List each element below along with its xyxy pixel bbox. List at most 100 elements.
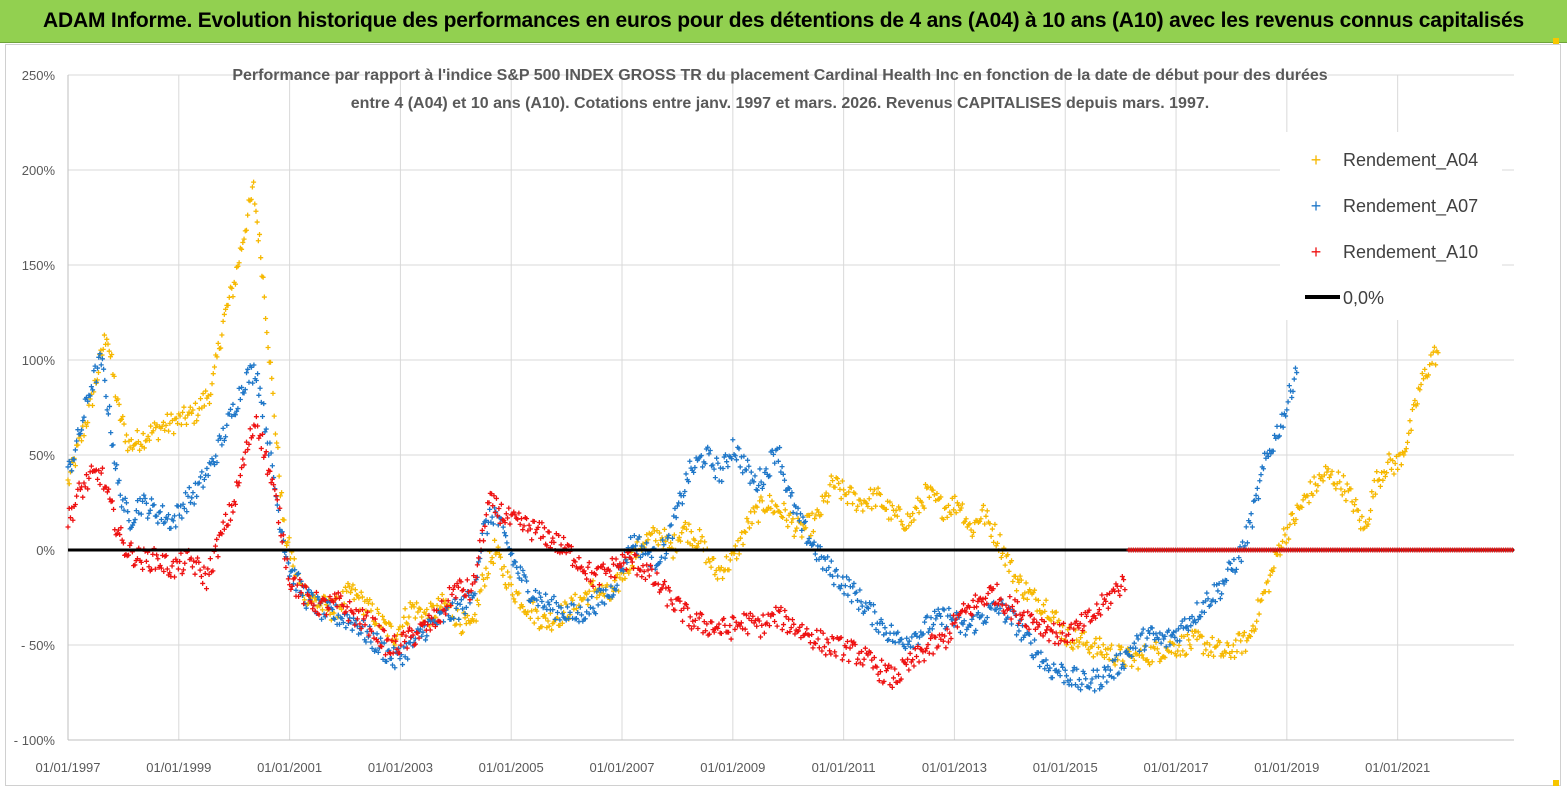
data-point (160, 419, 166, 425)
data-point (368, 608, 374, 614)
data-point (236, 480, 242, 486)
data-point (445, 598, 451, 604)
data-point (813, 640, 819, 646)
data-point (1119, 573, 1125, 579)
data-point (91, 368, 97, 374)
data-point (1187, 642, 1193, 648)
data-point (196, 559, 202, 565)
data-point (115, 396, 121, 402)
data-point (1092, 688, 1098, 694)
data-point (745, 519, 751, 525)
data-point (1167, 642, 1173, 648)
data-point (746, 463, 752, 469)
data-point (1116, 588, 1122, 594)
data-point (79, 427, 85, 433)
data-point (225, 522, 231, 528)
data-point (272, 431, 278, 437)
data-point (1072, 682, 1078, 688)
data-point (929, 632, 935, 638)
data-point (228, 517, 234, 523)
data-point (196, 480, 202, 486)
data-point (981, 602, 987, 608)
data-point (276, 520, 282, 526)
data-point (904, 635, 910, 641)
data-point (846, 577, 852, 583)
data-point (1433, 362, 1439, 368)
data-point (205, 393, 211, 399)
data-point (474, 597, 480, 603)
data-point (737, 535, 743, 541)
data-point (686, 521, 692, 527)
data-point (66, 481, 72, 487)
data-point (709, 619, 715, 625)
data-point (1108, 600, 1114, 606)
data-point (1089, 676, 1095, 682)
data-point (83, 472, 89, 478)
data-point (911, 663, 917, 669)
data-point (850, 584, 856, 590)
data-point (908, 519, 914, 525)
data-point (1037, 608, 1043, 614)
data-point (388, 656, 394, 662)
data-point (516, 590, 522, 596)
data-point (969, 533, 975, 539)
data-point (711, 629, 717, 635)
resize-handle-top-right[interactable] (1553, 38, 1559, 44)
data-point (998, 596, 1004, 602)
data-point (1112, 657, 1118, 663)
data-point (958, 505, 964, 511)
data-point (1057, 673, 1063, 679)
data-point (906, 523, 912, 529)
data-point (1043, 657, 1049, 663)
data-point (1221, 581, 1227, 587)
data-point (1060, 664, 1066, 670)
data-point (140, 498, 146, 504)
data-point (1095, 673, 1101, 679)
data-point (608, 583, 614, 589)
data-point (786, 486, 792, 492)
data-point (687, 614, 693, 620)
data-point (335, 612, 341, 618)
data-point (811, 539, 817, 545)
data-point (458, 597, 464, 603)
data-point (104, 489, 110, 495)
data-point (898, 518, 904, 524)
data-point (276, 473, 282, 479)
data-point (831, 582, 837, 588)
data-point (896, 639, 902, 645)
data-point (719, 478, 725, 484)
data-point (263, 449, 269, 455)
data-point (703, 560, 709, 566)
data-point (915, 495, 921, 501)
data-point (737, 464, 743, 470)
data-point (899, 636, 905, 642)
resize-handle-bottom-right[interactable] (1553, 780, 1559, 786)
data-point (66, 458, 72, 464)
data-point (208, 391, 214, 397)
data-point (1403, 446, 1409, 452)
data-point (508, 582, 514, 588)
data-point (975, 610, 981, 616)
data-point (924, 613, 930, 619)
data-point (162, 519, 168, 525)
data-point (157, 562, 163, 568)
data-point (1076, 625, 1082, 631)
data-point (943, 645, 949, 651)
data-point (853, 589, 859, 595)
data-point (743, 612, 749, 618)
data-point (412, 615, 418, 621)
data-point (961, 618, 967, 624)
data-point (641, 569, 647, 575)
data-point (599, 599, 605, 605)
data-point (640, 551, 646, 557)
data-point (519, 577, 525, 583)
data-point (611, 561, 616, 567)
data-point (809, 632, 815, 638)
data-point (894, 679, 900, 685)
data-point (1056, 617, 1062, 623)
data-point (585, 602, 591, 608)
data-point (279, 529, 285, 535)
data-point (881, 678, 887, 684)
data-point (284, 542, 290, 548)
data-point (670, 555, 676, 561)
